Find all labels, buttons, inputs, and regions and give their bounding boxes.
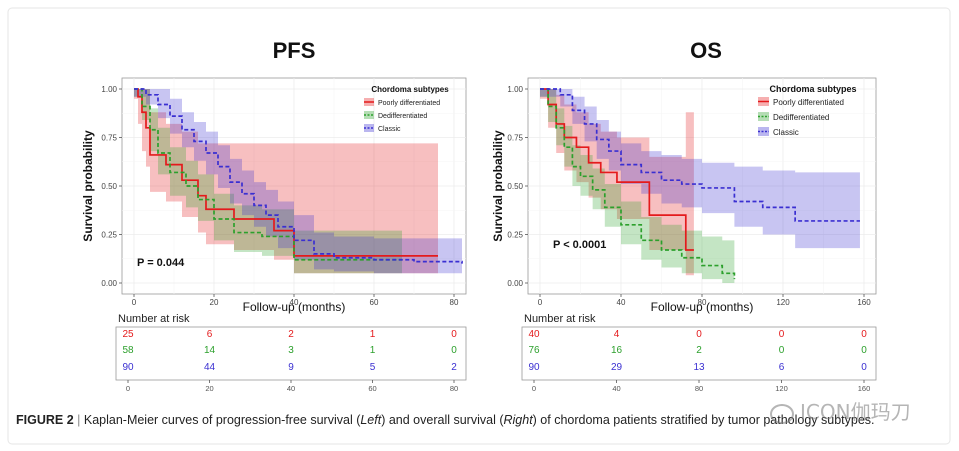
pfs-risk-tick-label-3: 60 [368, 384, 376, 393]
caption-label: FIGURE 2 [16, 413, 74, 427]
pfs-risk-cell-r2-c4: 2 [451, 362, 457, 373]
os-xtick-label-3: 120 [776, 298, 790, 307]
pfs-risk-cell-r2-c2: 9 [288, 362, 294, 373]
os-ytick-label-0: 0.00 [507, 279, 523, 288]
pfs-risk-tick-label-1: 20 [205, 384, 213, 393]
os-risk-cell-r1-c1: 16 [611, 345, 623, 356]
os-risk-cell-r1-c0: 76 [528, 345, 540, 356]
os-xtick-label-0: 0 [538, 298, 543, 307]
pfs-risk-cell-r1-c0: 58 [122, 345, 134, 356]
os-risk-tick-label-0: 0 [532, 384, 536, 393]
pfs-risk-cell-r0-c0: 25 [122, 329, 134, 340]
os-xtick-label-1: 40 [617, 298, 626, 307]
os-risk-table-title: Number at risk [524, 313, 596, 325]
os-risk-cell-r2-c0: 90 [528, 362, 540, 373]
caption-text-2: ) and overall survival ( [381, 413, 504, 427]
pfs-risk-cell-r2-c3: 5 [370, 362, 376, 373]
os-risk-cell-r2-c3: 6 [779, 362, 785, 373]
os-risk-cell-r2-c1: 29 [611, 362, 623, 373]
watermark-text: ICON伽玛刀 [800, 400, 911, 424]
os-risk-cell-r1-c3: 0 [779, 345, 785, 356]
os-line-classic [540, 88, 860, 222]
pfs-ytick-label-0: 0.00 [101, 279, 117, 288]
os-ytick-label-2: 0.50 [507, 182, 523, 191]
os-ytick-label-1: 0.25 [507, 231, 523, 240]
pfs-risk-cell-r0-c3: 1 [370, 329, 376, 340]
os-risk-cell-r1-c4: 0 [861, 345, 867, 356]
pfs-xtick-label-2: 40 [290, 298, 299, 307]
os-risk-table-frame [521, 326, 877, 381]
pfs-ytick-label-4: 1.00 [101, 85, 117, 94]
pfs-ytick-label-3: 0.75 [101, 134, 117, 143]
os-risk-cell-r0-c3: 0 [779, 329, 785, 340]
caption-right-word: Right [503, 413, 533, 427]
pfs-line-poorly-differentiated [134, 88, 438, 257]
os-risk-tick-label-1: 40 [612, 384, 620, 393]
os-legend-label-poorly-differentiated: Poorly differentiated [773, 98, 844, 107]
caption-left-word: Left [360, 413, 382, 427]
os-line-dedifferentiated [540, 88, 736, 280]
os-risk-tick-label-3: 120 [775, 384, 788, 393]
os-risk-cell-r0-c1: 4 [614, 329, 620, 340]
pfs-risk-table-frame [115, 326, 467, 381]
os-risk-cell-r1-c2: 2 [696, 345, 702, 356]
pfs-xaxis-label: Follow-up (months) [243, 300, 346, 314]
pfs-ytick-label-1: 0.25 [101, 231, 117, 240]
os-yaxis-label: Survival probability [491, 130, 505, 242]
pfs-risk-table-title: Number at risk [118, 313, 190, 325]
pfs-yaxis-label: Survival probability [81, 130, 95, 242]
os-ytick-label-3: 0.75 [507, 134, 523, 143]
os-risk-tick-label-4: 160 [858, 384, 871, 393]
pfs-band-poorly-differentiated [134, 89, 438, 274]
os-band-classic [540, 89, 860, 249]
os-risk-tick-label-2: 80 [695, 384, 703, 393]
pfs-xtick-label-1: 20 [210, 298, 219, 307]
wechat-logo-icon [770, 403, 794, 424]
os-risk-cell-r0-c2: 0 [696, 329, 702, 340]
pfs-risk-cell-r0-c2: 2 [288, 329, 294, 340]
pfs-risk-cell-r2-c0: 90 [122, 362, 134, 373]
pfs-pvalue: P = 0.044 [137, 257, 185, 269]
os-ytick-label-4: 1.00 [507, 85, 523, 94]
os-pvalue: P < 0.0001 [553, 239, 606, 251]
pfs-risk-cell-r0-c4: 0 [451, 329, 457, 340]
pfs-legend-title: Chordoma subtypes [371, 85, 449, 94]
pfs-risk-tick-label-4: 80 [450, 384, 458, 393]
os-xtick-label-2: 80 [698, 298, 707, 307]
pfs-chart-title: PFS [273, 38, 316, 63]
os-risk-cell-r2-c2: 13 [693, 362, 705, 373]
os-xtick-label-4: 160 [857, 298, 871, 307]
os-legend-label-classic: Classic [773, 128, 799, 137]
pfs-risk-cell-r1-c3: 1 [370, 345, 376, 356]
pfs-risk-cell-r1-c1: 14 [204, 345, 216, 356]
caption-separator: | [73, 413, 84, 427]
pfs-line-dedifferentiated [134, 88, 402, 261]
os-risk-cell-r0-c4: 0 [861, 329, 867, 340]
pfs-legend-label-dedifferentiated: Dedifferentiated [378, 113, 427, 120]
os-chart-title: OS [690, 38, 722, 63]
os-risk-cell-r0-c0: 40 [528, 329, 540, 340]
pfs-risk-tick-label-2: 40 [287, 384, 295, 393]
pfs-xtick-label-0: 0 [132, 298, 137, 307]
os-risk-cell-r2-c4: 0 [861, 362, 867, 373]
pfs-legend-label-poorly-differentiated: Poorly differentiated [378, 100, 440, 107]
os-panel: OS0.000.250.500.751.000 40 80 120 160Follow-… [491, 38, 877, 393]
caption-text-1: Kaplan-Meier curves of progression-free … [83, 413, 361, 427]
pfs-risk-cell-r0-c1: 6 [207, 329, 213, 340]
pfs-ytick-label-2: 0.50 [101, 182, 117, 191]
pfs-risk-tick-label-0: 0 [126, 384, 130, 393]
pfs-legend-label-classic: Classic [378, 126, 401, 133]
watermark: ICON伽玛刀 [770, 396, 911, 425]
os-legend-title: Chordoma subtypes [769, 84, 856, 94]
pfs-xtick-label-3: 60 [370, 298, 379, 307]
pfs-risk-cell-r1-c2: 3 [288, 345, 294, 356]
os-legend-label-dedifferentiated: Dedifferentiated [773, 113, 829, 122]
pfs-risk-cell-r2-c1: 44 [204, 362, 216, 373]
pfs-risk-cell-r1-c4: 0 [451, 345, 457, 356]
os-xaxis-label: Follow-up (months) [651, 300, 754, 314]
pfs-band-classic [134, 89, 462, 274]
pfs-xtick-label-4: 80 [450, 298, 459, 307]
